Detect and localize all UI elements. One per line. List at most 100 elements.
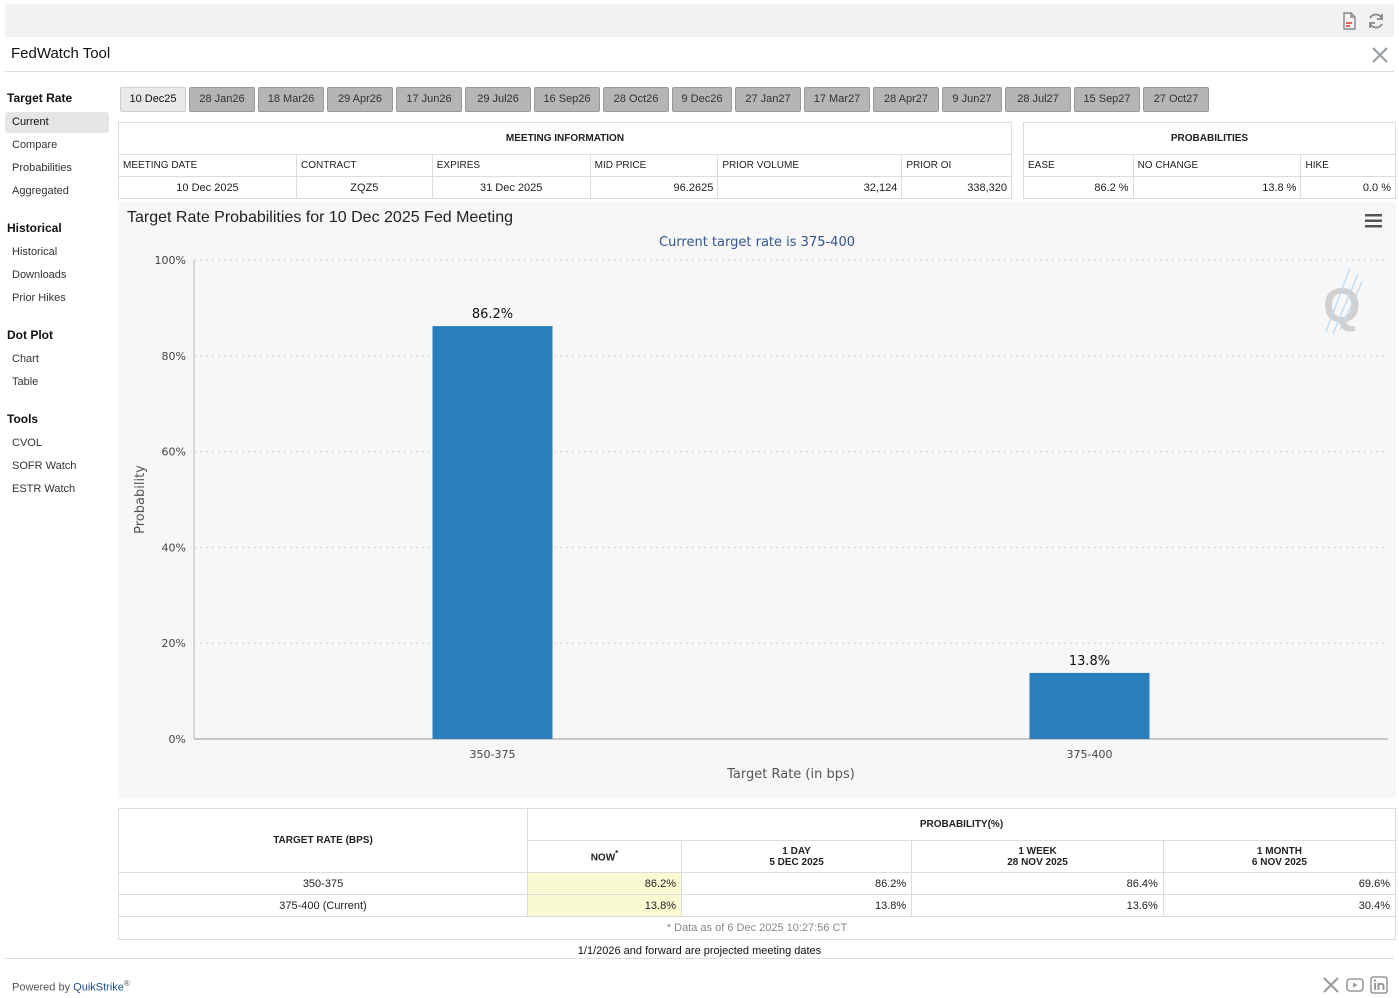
sidebar-item-estr-watch[interactable]: ESTR Watch <box>12 483 76 495</box>
tab-17-mar27[interactable]: 17 Mar27 <box>804 87 870 112</box>
sidebar-heading: Dot Plot <box>7 328 53 342</box>
tab-16-sep26[interactable]: 16 Sep26 <box>534 87 600 112</box>
history-value-cell: 86.2% <box>680 872 913 895</box>
sidebar-item-cvol[interactable]: CVOL <box>12 437 42 449</box>
tab-18-mar26[interactable]: 18 Mar26 <box>258 87 324 112</box>
footer: Powered by QuikStrike® <box>5 958 1394 998</box>
sidebar-item-table[interactable]: Table <box>12 376 39 388</box>
target-rate-cell: 375-400 (Current) <box>118 894 528 917</box>
prob-value-1: 13.8 % <box>1132 176 1302 199</box>
title-bar: FedWatch Tool <box>5 37 1394 72</box>
y-tick-label: 60% <box>162 446 186 459</box>
y-axis-label: Probability <box>133 465 148 534</box>
tab-9-dec26[interactable]: 9 Dec26 <box>672 87 732 112</box>
tab-29-apr26[interactable]: 29 Apr26 <box>327 87 393 112</box>
tab-28-apr27[interactable]: 28 Apr27 <box>873 87 939 112</box>
tab-28-jan26[interactable]: 28 Jan26 <box>189 87 255 112</box>
y-tick-label: 0% <box>169 733 186 746</box>
meeting-info-table: MEETING INFORMATION MEETING DATE CONTRACT… <box>118 122 1012 199</box>
sidebar-item-chart[interactable]: Chart <box>12 353 39 365</box>
tab-28-oct26[interactable]: 28 Oct26 <box>603 87 669 112</box>
meeting-value-2: 31 Dec 2025 <box>431 176 591 199</box>
registered-mark: ® <box>123 979 130 988</box>
sidebar-item-prior-hikes[interactable]: Prior Hikes <box>12 292 66 304</box>
x-logo-icon[interactable] <box>1370 45 1390 65</box>
period-header-1-month: 1 MONTH 6 NOV 2025 <box>1162 840 1397 873</box>
probabilities-table: PROBABILITIES EASE NO CHANGE HIKE 86.2 % 13… <box>1023 122 1396 199</box>
x-icon[interactable] <box>1321 975 1341 995</box>
probabilities-heading: PROBABILITIES <box>1023 122 1396 155</box>
bar-chart: Q Current target rate is 375-400 0% 20% 40%… <box>133 235 1388 782</box>
powered-by: Powered by QuikStrike® <box>12 979 130 994</box>
youtube-icon[interactable] <box>1345 975 1365 995</box>
period-date: 5 DEC 2025 <box>769 856 824 868</box>
x-axis-label: Target Rate (in bps) <box>726 767 855 782</box>
history-value-cell: 13.6% <box>911 894 1164 917</box>
tab-28-jul27[interactable]: 28 Jul27 <box>1005 87 1071 112</box>
watermark-logo: Q <box>1323 267 1363 335</box>
refresh-icon[interactable] <box>1366 11 1386 31</box>
data-timestamp-note: * Data as of 6 Dec 2025 10:27:56 CT <box>118 916 1396 940</box>
now-header: NOW* <box>527 840 682 873</box>
meeting-value-0: 10 Dec 2025 <box>118 176 297 199</box>
top-toolbar <box>5 4 1394 37</box>
quikstrike-link[interactable]: QuikStrike <box>73 981 124 994</box>
sidebar-item-probabilities[interactable]: Probabilities <box>12 162 72 174</box>
tab-15-sep27[interactable]: 15 Sep27 <box>1074 87 1140 112</box>
meeting-info-heading: MEETING INFORMATION <box>118 122 1012 155</box>
sidebar-group-dot-plot: Dot Plot Chart Table <box>5 323 109 393</box>
now-value-cell: 86.2% <box>527 872 682 895</box>
y-tick-label: 40% <box>162 541 186 554</box>
powered-prefix: Powered by <box>12 981 74 994</box>
y-tick-label: 80% <box>162 350 186 363</box>
period-date: 6 NOV 2025 <box>1251 856 1307 868</box>
sidebar: Target Rate Current Compare Probabilities Ag… <box>5 86 109 514</box>
sidebar-item-downloads[interactable]: Downloads <box>12 269 67 281</box>
tab-9-jun27[interactable]: 9 Jun27 <box>942 87 1002 112</box>
tab-27-oct27[interactable]: 27 Oct27 <box>1143 87 1209 112</box>
bar-375-400 <box>1029 672 1150 739</box>
probability-header: PROBABILITY(%) <box>527 808 1396 841</box>
period-label: 1 DAY <box>782 845 811 857</box>
meeting-col-expires: EXPIRES <box>431 154 591 177</box>
meeting-value-1: ZQZ5 <box>295 176 433 199</box>
meeting-col-mid-price: MID PRICE <box>589 154 719 177</box>
sidebar-item-compare[interactable]: Compare <box>12 139 58 151</box>
tab-10-dec25[interactable]: 10 Dec25 <box>120 87 186 112</box>
sidebar-group-target-rate: Target Rate Current Compare Probabilities Ag… <box>5 86 109 202</box>
meeting-value-3: 96.2625 <box>589 176 719 199</box>
sidebar-heading: Tools <box>7 412 39 426</box>
chart-title: Target Rate Probabilities for 10 Dec 202… <box>127 209 513 226</box>
history-value-cell: 86.4% <box>911 872 1164 895</box>
sidebar-item-sofr-watch[interactable]: SOFR Watch <box>12 460 77 472</box>
projection-note: 1/1/2026 and forward are projected meeti… <box>577 945 822 957</box>
meeting-col-meeting-date: MEETING DATE <box>118 154 297 177</box>
now-footnote-mark: * <box>615 849 619 859</box>
pdf-icon[interactable] <box>1339 11 1359 31</box>
prob-col-no-change: NO CHANGE <box>1132 154 1302 177</box>
sidebar-group-tools: Tools CVOL SOFR Watch ESTR Watch <box>5 407 109 500</box>
now-header-label: NOW <box>590 852 616 864</box>
sidebar-item-aggregated[interactable]: Aggregated <box>12 185 69 197</box>
table-row: 375-400 (Current) 13.8% 13.8% 13.6% 30.4% <box>118 894 1397 917</box>
meeting-col-contract: CONTRACT <box>295 154 433 177</box>
sidebar-heading: Target Rate <box>7 91 73 105</box>
meeting-value-5: 338,320 <box>901 176 1012 199</box>
linkedin-icon[interactable] <box>1369 975 1389 995</box>
sidebar-group-historical: Historical Historical Downloads Prior Hikes <box>5 216 109 309</box>
tab-29-jul26[interactable]: 29 Jul26 <box>465 87 531 112</box>
chart-panel: Target Rate Probabilities for 10 Dec 202… <box>118 202 1396 798</box>
hamburger-menu-icon[interactable] <box>1365 214 1382 228</box>
target-rate-cell: 350-375 <box>118 872 528 895</box>
target-rate-header: TARGET RATE (BPS) <box>118 808 528 873</box>
sidebar-item-historical[interactable]: Historical <box>12 246 58 258</box>
tab-17-jun26[interactable]: 17 Jun26 <box>396 87 462 112</box>
prob-value-0: 86.2 % <box>1023 176 1134 199</box>
period-label: 1 WEEK <box>1018 845 1057 857</box>
tab-27-jan27[interactable]: 27 Jan27 <box>735 87 801 112</box>
chart-subtitle: Current target rate is 375-400 <box>659 235 855 250</box>
sidebar-item-current[interactable]: Current <box>5 112 109 133</box>
table-row: 350-375 86.2% 86.2% 86.4% 69.6% <box>118 872 1397 895</box>
prob-value-2: 0.0 % <box>1300 176 1396 199</box>
app-title: FedWatch Tool <box>11 45 111 62</box>
